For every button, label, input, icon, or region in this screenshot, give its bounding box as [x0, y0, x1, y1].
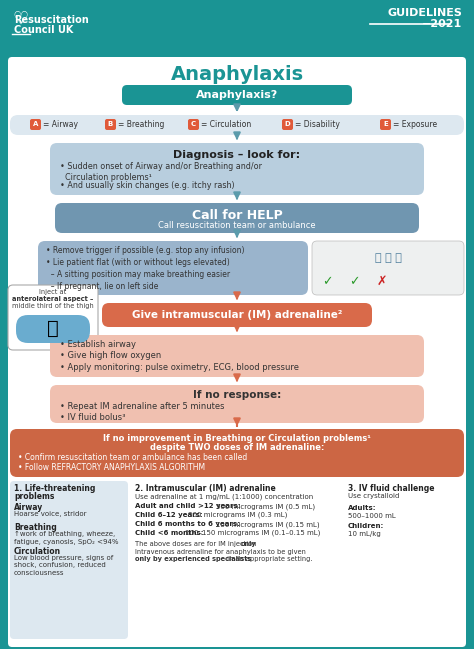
Text: E: E — [383, 121, 388, 127]
Text: • Apply monitoring: pulse oximetry, ECG, blood pressure: • Apply monitoring: pulse oximetry, ECG,… — [60, 363, 299, 372]
Text: 2. Intramuscular (IM) adrenaline: 2. Intramuscular (IM) adrenaline — [135, 484, 276, 493]
Text: anterolateral aspect –: anterolateral aspect – — [12, 296, 94, 302]
Text: −2021: −2021 — [422, 19, 462, 29]
Text: Use adrenaline at 1 mg/mL (1:1000) concentration: Use adrenaline at 1 mg/mL (1:1000) conce… — [135, 493, 313, 500]
Text: Breathing: Breathing — [14, 523, 57, 532]
Text: in an appropriate setting.: in an appropriate setting. — [225, 556, 312, 562]
Text: Use crystalloid: Use crystalloid — [348, 493, 400, 499]
FancyBboxPatch shape — [131, 481, 341, 639]
Text: Child 6–12 years:: Child 6–12 years: — [135, 512, 202, 518]
Text: Council UK: Council UK — [14, 25, 73, 35]
FancyBboxPatch shape — [50, 335, 424, 377]
Text: ↑work of breathing, wheeze,
fatigue, cyanosis, SpO₂ <94%: ↑work of breathing, wheeze, fatigue, cya… — [14, 531, 118, 545]
Text: despite TWO doses of IM adrenaline:: despite TWO doses of IM adrenaline: — [150, 443, 324, 452]
Text: = Circulation: = Circulation — [201, 120, 251, 129]
Text: • Repeat IM adrenaline after 5 minutes: • Repeat IM adrenaline after 5 minutes — [60, 402, 225, 411]
Text: 🦵: 🦵 — [47, 319, 59, 337]
Text: = Disability: = Disability — [295, 120, 340, 129]
Text: ✗: ✗ — [377, 275, 387, 288]
Text: Children:: Children: — [348, 523, 384, 529]
Text: ✓: ✓ — [322, 275, 332, 288]
Text: problems: problems — [14, 492, 55, 501]
Text: Circulation: Circulation — [14, 547, 61, 556]
FancyBboxPatch shape — [8, 57, 466, 647]
FancyBboxPatch shape — [188, 119, 199, 130]
Text: middle third of the thigh: middle third of the thigh — [12, 303, 94, 309]
Text: Give intramuscular (IM) adrenaline²: Give intramuscular (IM) adrenaline² — [132, 310, 342, 320]
FancyBboxPatch shape — [55, 203, 419, 233]
Text: • And usually skin changes (e.g. itchy rash): • And usually skin changes (e.g. itchy r… — [60, 181, 235, 190]
FancyBboxPatch shape — [50, 385, 424, 423]
Text: Anaphylaxis: Anaphylaxis — [171, 65, 303, 84]
FancyBboxPatch shape — [10, 429, 464, 477]
Text: 🛌 🛌 🧍: 🛌 🛌 🧍 — [374, 253, 401, 263]
Text: ✓: ✓ — [349, 275, 359, 288]
Text: If no improvement in Breathing or Circulation problems¹: If no improvement in Breathing or Circul… — [103, 434, 371, 443]
Text: Adult and child >12 years:: Adult and child >12 years: — [135, 503, 240, 509]
FancyBboxPatch shape — [122, 85, 352, 105]
Text: 500–1000 mL: 500–1000 mL — [348, 513, 396, 519]
FancyBboxPatch shape — [312, 241, 464, 295]
Text: 500 micrograms IM (0.5 mL): 500 micrograms IM (0.5 mL) — [216, 503, 315, 509]
FancyBboxPatch shape — [38, 241, 308, 295]
Text: ♡: ♡ — [12, 10, 28, 28]
Text: 1. Life-threatening: 1. Life-threatening — [14, 484, 95, 493]
Text: The above doses are for IM injection: The above doses are for IM injection — [135, 541, 259, 547]
FancyBboxPatch shape — [105, 119, 116, 130]
Text: 3. IV fluid challenge: 3. IV fluid challenge — [348, 484, 435, 493]
Text: • Sudden onset of Airway and/or Breathing and/or
  Circulation problems¹: • Sudden onset of Airway and/or Breathin… — [60, 162, 262, 182]
Text: Inject at: Inject at — [39, 289, 67, 295]
Text: Diagnosis – look for:: Diagnosis – look for: — [173, 150, 301, 160]
Text: If no response:: If no response: — [193, 390, 281, 400]
FancyBboxPatch shape — [10, 481, 128, 639]
Text: only: only — [240, 541, 256, 547]
Text: = Airway: = Airway — [43, 120, 78, 129]
FancyBboxPatch shape — [102, 303, 372, 327]
Text: Hoarse voice, stridor: Hoarse voice, stridor — [14, 511, 86, 517]
FancyBboxPatch shape — [282, 119, 293, 130]
Text: 150 micrograms IM (0.15 mL): 150 micrograms IM (0.15 mL) — [216, 521, 319, 528]
Text: = Exposure: = Exposure — [393, 120, 437, 129]
Text: • Establish airway: • Establish airway — [60, 340, 136, 349]
Text: Child <6 months:: Child <6 months: — [135, 530, 203, 536]
Text: Adults:: Adults: — [348, 505, 376, 511]
Text: C: C — [191, 121, 196, 127]
FancyBboxPatch shape — [0, 0, 474, 55]
Text: • IV fluid bolus³: • IV fluid bolus³ — [60, 413, 126, 422]
Text: Call for HELP: Call for HELP — [191, 209, 283, 222]
Text: Resuscitation: Resuscitation — [14, 15, 89, 25]
FancyBboxPatch shape — [380, 119, 391, 130]
Text: • Give high flow oxygen: • Give high flow oxygen — [60, 352, 161, 360]
Text: • Remove trigger if possible (e.g. stop any infusion): • Remove trigger if possible (e.g. stop … — [46, 246, 245, 255]
Text: = Breathing: = Breathing — [118, 120, 164, 129]
FancyBboxPatch shape — [8, 285, 98, 350]
FancyBboxPatch shape — [10, 115, 464, 135]
Text: • Confirm resuscitation team or ambulance has been called: • Confirm resuscitation team or ambulanc… — [18, 453, 247, 462]
Text: • Lie patient flat (with or without legs elevated): • Lie patient flat (with or without legs… — [46, 258, 230, 267]
Text: Intravenous adrenaline for anaphylaxis to be given: Intravenous adrenaline for anaphylaxis t… — [135, 549, 306, 555]
Text: Child 6 months to 6 years:: Child 6 months to 6 years: — [135, 521, 240, 527]
Text: – If pregnant, lie on left side: – If pregnant, lie on left side — [46, 282, 158, 291]
Text: D: D — [284, 121, 291, 127]
Text: only by experienced specialists: only by experienced specialists — [135, 556, 251, 562]
Text: 300 micrograms IM (0.3 mL): 300 micrograms IM (0.3 mL) — [188, 512, 287, 519]
Text: A: A — [33, 121, 38, 127]
Text: B: B — [108, 121, 113, 127]
Text: 100–150 micrograms IM (0.1–0.15 mL): 100–150 micrograms IM (0.1–0.15 mL) — [184, 530, 320, 537]
Text: GUIDELINES: GUIDELINES — [387, 8, 462, 18]
Text: Airway: Airway — [14, 503, 43, 512]
Text: 10 mL/kg: 10 mL/kg — [348, 531, 381, 537]
Text: • Follow REFRACTORY ANAPHYLAXIS ALGORITHM: • Follow REFRACTORY ANAPHYLAXIS ALGORITH… — [18, 463, 205, 472]
Text: Low blood pressure, signs of
shock, confusion, reduced
consciousness: Low blood pressure, signs of shock, conf… — [14, 555, 113, 576]
Text: – A sitting position may make breathing easier: – A sitting position may make breathing … — [46, 270, 230, 279]
FancyBboxPatch shape — [16, 315, 90, 343]
Text: Anaphylaxis?: Anaphylaxis? — [196, 90, 278, 100]
FancyBboxPatch shape — [344, 481, 464, 639]
Text: Call resuscitation team or ambulance: Call resuscitation team or ambulance — [158, 221, 316, 230]
FancyBboxPatch shape — [30, 119, 41, 130]
FancyBboxPatch shape — [50, 143, 424, 195]
